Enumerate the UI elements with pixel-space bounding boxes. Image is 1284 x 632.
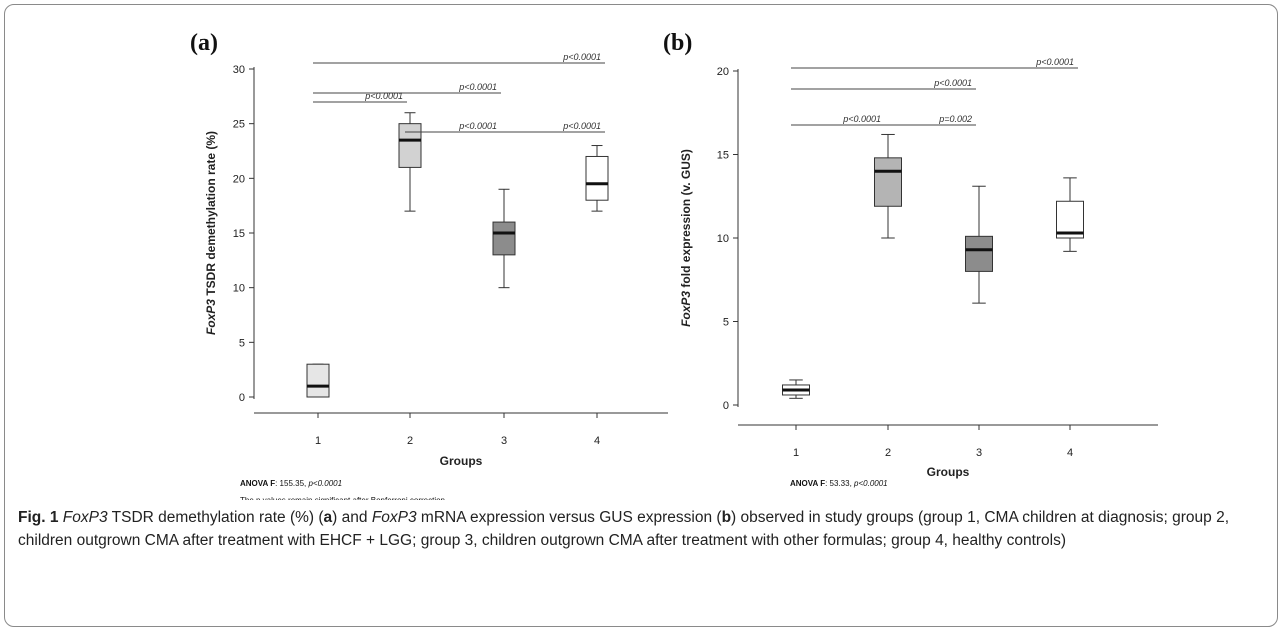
panel-a-y-tick-label: 10 bbox=[233, 283, 245, 295]
panel-a-anova-note: ANOVA F: 155.35, p<0.0001 bbox=[240, 479, 342, 488]
panel-a-y-tick-label: 15 bbox=[233, 228, 245, 240]
panel-a-p-value: p<0.0001 bbox=[458, 121, 497, 131]
panel-a-anova-label: ANOVA F bbox=[240, 479, 275, 488]
panel-a-box-group-3 bbox=[492, 188, 516, 289]
panel-a-x-tick-label: 3 bbox=[501, 435, 507, 447]
panel-b-x-tick-label: 2 bbox=[885, 447, 891, 459]
panel-a-box bbox=[492, 221, 516, 256]
panel-b-p-value: p<0.0001 bbox=[1035, 57, 1074, 67]
panel-b-p-value: p<0.0001 bbox=[842, 114, 881, 124]
panel-a-box bbox=[398, 123, 422, 168]
panel-b-y-tick-label: 15 bbox=[717, 150, 729, 162]
panel-b-box-group-4 bbox=[1056, 177, 1084, 252]
panel-b: (b) 0 5 10 15 20 1 2 3 4 Groups FoxP3 fold expressi… bbox=[663, 30, 1158, 488]
panel-a-y-tick-label: 30 bbox=[233, 64, 245, 76]
panel-b-box bbox=[874, 157, 902, 207]
caption-panel-a: a bbox=[323, 509, 333, 526]
panel-a-y-tick-label: 25 bbox=[233, 119, 245, 131]
panel-b-box-group-1 bbox=[782, 379, 810, 399]
caption-text-3: mRNA expression versus GUS expression ( bbox=[416, 509, 722, 526]
panel-a: (a) 0 5 10 15 20 25 30 1 2 3 4 Groups FoxP3 TSDR deme… bbox=[190, 30, 668, 500]
panel-b-x-axis-title: Groups bbox=[927, 465, 970, 479]
panel-b-y-tick-label: 5 bbox=[723, 317, 729, 329]
panel-a-p-value: p<0.0001 bbox=[364, 91, 403, 101]
panel-a-box-group-2 bbox=[398, 112, 422, 212]
caption-panel-b: b bbox=[721, 509, 732, 526]
panel-b-anova-label: ANOVA F bbox=[790, 479, 825, 488]
panel-a-bonferroni-note: The p values remain significant after Bo… bbox=[240, 496, 445, 500]
panel-b-anova-note: ANOVA F: 53.33, p<0.0001 bbox=[790, 479, 888, 488]
panel-a-y-axis-title-rest: TSDR demethylation rate (%) bbox=[204, 131, 218, 299]
caption-gene-a: FoxP3 bbox=[62, 509, 108, 526]
panel-b-p-value: p<0.0001 bbox=[933, 78, 972, 88]
panel-b-box-group-3 bbox=[965, 185, 993, 304]
caption-text-2: ) and bbox=[332, 509, 372, 526]
panel-b-y-tick-label: 0 bbox=[723, 400, 729, 412]
caption-text-1: TSDR demethylation rate (%) ( bbox=[107, 509, 324, 526]
panel-a-y-tick-label: 0 bbox=[239, 392, 245, 404]
panel-a-p-value: p<0.0001 bbox=[562, 52, 601, 62]
panel-a-p-value: p<0.0001 bbox=[562, 121, 601, 131]
panel-b-box bbox=[965, 235, 993, 272]
panel-a-x-tick-label: 4 bbox=[594, 435, 600, 447]
panel-a-p-value: p<0.0001 bbox=[458, 82, 497, 92]
panel-a-y-axis-title: FoxP3 TSDR demethylation rate (%) bbox=[204, 131, 218, 335]
panel-a-anova-value: : 155.35, bbox=[275, 479, 308, 488]
panel-a-label: (a) bbox=[190, 30, 218, 56]
panel-b-box-group-2 bbox=[874, 133, 902, 239]
panel-a-box bbox=[306, 363, 330, 398]
panel-b-x-tick-label: 4 bbox=[1067, 447, 1073, 459]
panel-a-y-axis-title-gene: FoxP3 bbox=[204, 299, 218, 335]
panel-b-y-tick-label: 10 bbox=[717, 233, 729, 245]
panel-b-anova-value: : 53.33, bbox=[825, 479, 854, 488]
panel-a-x-tick-label: 1 bbox=[315, 435, 321, 447]
panel-b-p-value: p=0.002 bbox=[938, 114, 972, 124]
panel-b-y-axis-title-gene: FoxP3 bbox=[679, 291, 693, 327]
panel-a-x-axis-title: Groups bbox=[440, 454, 483, 468]
panel-b-anova-p: p<0.0001 bbox=[853, 479, 888, 488]
panel-b-label: (b) bbox=[663, 30, 692, 56]
panel-b-y-axis-title: FoxP3 fold expression (v. GUS) bbox=[679, 149, 693, 327]
figure-caption: Fig. 1 FoxP3 TSDR demethylation rate (%)… bbox=[18, 506, 1268, 552]
panel-a-box-group-4 bbox=[585, 145, 609, 212]
panel-a-anova-p: p<0.0001 bbox=[307, 479, 342, 488]
caption-fig-label: Fig. 1 bbox=[18, 509, 59, 526]
panel-a-y-tick-label: 20 bbox=[233, 173, 245, 185]
caption-text-4: ) observed in study groups (group 1, CMA… bbox=[18, 509, 1230, 549]
panel-b-x-tick-label: 1 bbox=[793, 447, 799, 459]
panel-a-y-tick-label: 5 bbox=[239, 337, 245, 349]
figure-frame bbox=[4, 4, 1278, 627]
caption-gene-b: FoxP3 bbox=[371, 509, 417, 526]
panel-a-box bbox=[585, 155, 609, 201]
panel-b-x-tick-label: 3 bbox=[976, 447, 982, 459]
panel-b-y-tick-label: 20 bbox=[717, 66, 729, 78]
panel-a-box-group-1 bbox=[306, 363, 330, 398]
panel-a-x-tick-label: 2 bbox=[407, 435, 413, 447]
panel-b-y-axis-title-rest: fold expression (v. GUS) bbox=[679, 149, 693, 291]
